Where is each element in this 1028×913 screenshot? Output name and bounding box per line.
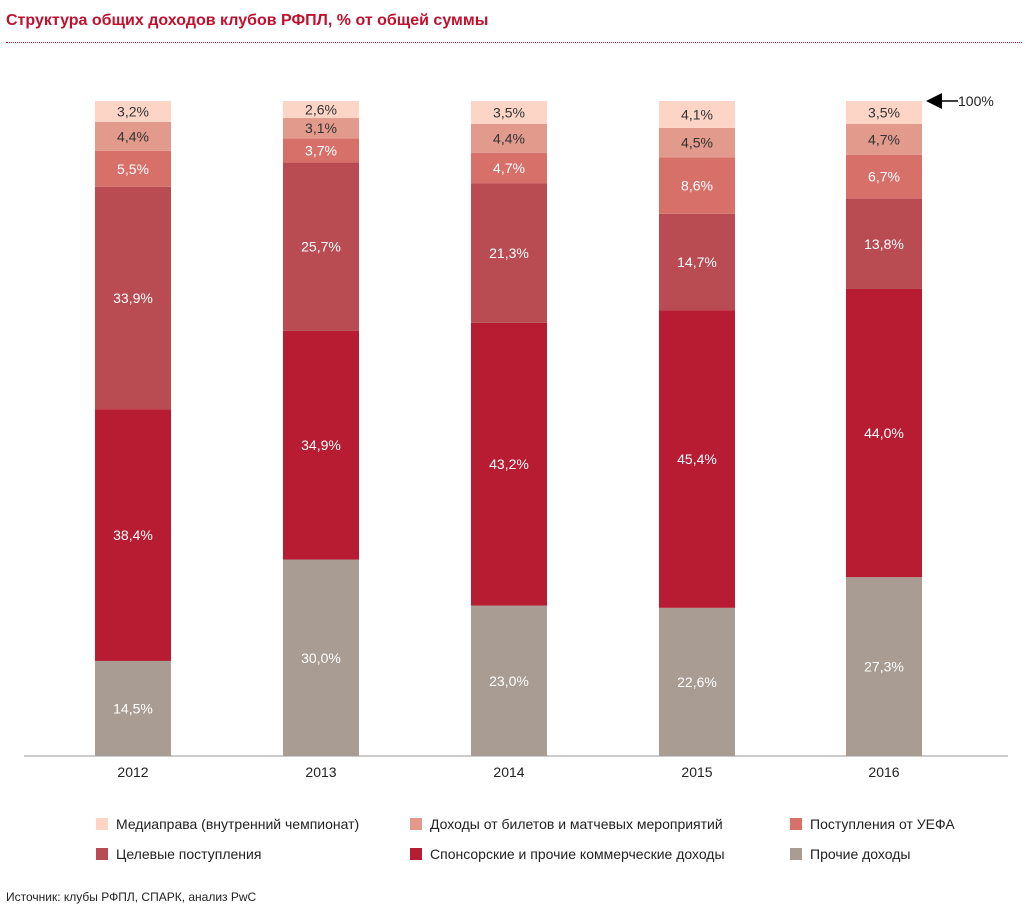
data-label: 33,9% <box>113 290 153 306</box>
x-tick-label: 2012 <box>117 764 148 780</box>
bar-segment <box>283 118 359 139</box>
data-label: 27,3% <box>864 659 904 675</box>
data-label: 3,5% <box>493 104 525 120</box>
bar-segment <box>471 101 547 124</box>
data-label: 34,9% <box>301 437 341 453</box>
bar-segment <box>846 123 922 155</box>
data-label: 3,5% <box>868 104 900 120</box>
bar-segment <box>95 660 171 756</box>
data-label: 43,2% <box>489 456 529 472</box>
data-label: 13,8% <box>864 236 904 252</box>
bar-segment <box>283 101 359 119</box>
bar-segment <box>283 138 359 163</box>
bar-segment <box>471 605 547 756</box>
bar-segment <box>95 121 171 151</box>
bar-segment <box>846 154 922 199</box>
data-label: 4,1% <box>681 106 713 122</box>
bar-segment <box>283 162 359 331</box>
bar-segment <box>846 101 922 124</box>
data-label: 14,7% <box>677 254 717 270</box>
arrow-icon <box>926 93 942 109</box>
bar-segment <box>659 157 735 214</box>
bar-segment <box>846 577 922 756</box>
data-label: 14,5% <box>113 700 153 716</box>
data-label: 8,6% <box>681 178 713 194</box>
bar-segment <box>659 101 735 128</box>
data-label: 4,4% <box>117 128 149 144</box>
bar-segment <box>471 152 547 184</box>
data-label: 38,4% <box>113 527 153 543</box>
data-label: 21,3% <box>489 245 529 261</box>
bar-segment <box>283 559 359 756</box>
source-note: Источник: клубы РФПЛ, СПАРК, анализ PwC <box>6 890 257 904</box>
x-tick-label: 2014 <box>493 764 524 780</box>
data-label: 3,7% <box>305 142 337 158</box>
bar-segment <box>846 288 922 578</box>
data-label: 45,4% <box>677 451 717 467</box>
data-label: 3,1% <box>305 120 337 136</box>
data-label: 25,7% <box>301 239 341 255</box>
bar-segment <box>95 409 171 661</box>
bar-segment <box>471 322 547 606</box>
x-tick-label: 2016 <box>868 764 899 780</box>
bar-segment <box>95 186 171 410</box>
bar-segment <box>659 127 735 158</box>
data-label: 4,7% <box>868 131 900 147</box>
bar-segment <box>471 123 547 153</box>
data-label: 3,2% <box>117 103 149 119</box>
bar-segment <box>95 101 171 122</box>
title-divider <box>6 42 1022 43</box>
data-label: 22,6% <box>677 674 717 690</box>
data-label: 30,0% <box>301 650 341 666</box>
x-tick-label: 2013 <box>305 764 336 780</box>
marker-label: 100% <box>958 93 994 109</box>
bar-segment <box>471 183 547 323</box>
bar-segment <box>659 310 735 608</box>
data-label: 6,7% <box>868 169 900 185</box>
data-label: 5,5% <box>117 161 149 177</box>
data-label: 4,4% <box>493 130 525 146</box>
data-label: 2,6% <box>305 102 337 118</box>
bar-segment <box>659 213 735 311</box>
bar-segment <box>846 198 922 289</box>
chart-title: Структура общих доходов клубов РФПЛ, % о… <box>6 12 489 29</box>
data-label: 4,5% <box>681 135 713 151</box>
data-label: 23,0% <box>489 673 529 689</box>
data-label: 4,7% <box>493 160 525 176</box>
bar-segment <box>659 607 735 756</box>
bar-segment <box>283 330 359 560</box>
data-label: 44,0% <box>864 425 904 441</box>
x-tick-label: 2015 <box>681 764 712 780</box>
bar-segment <box>95 150 171 187</box>
